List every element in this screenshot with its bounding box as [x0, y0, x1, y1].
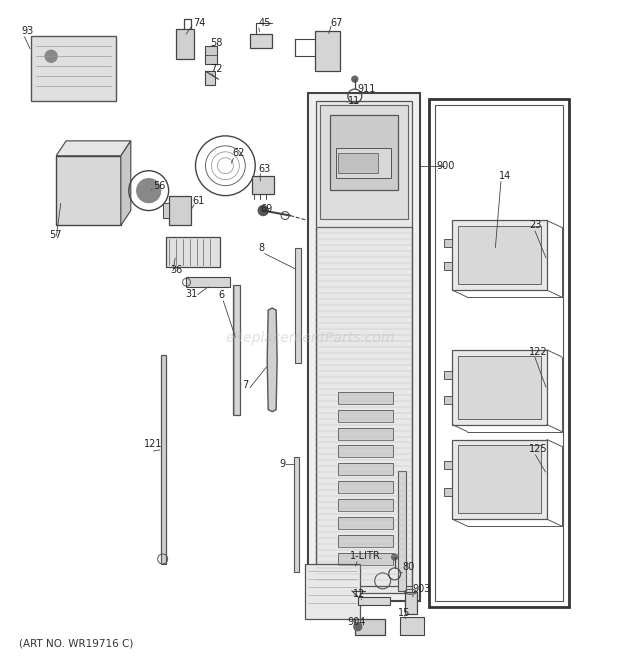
- Text: 122: 122: [529, 347, 547, 357]
- Bar: [250, 34, 272, 48]
- Bar: [336, 148, 391, 178]
- Text: 7: 7: [242, 380, 249, 390]
- Bar: [397, 471, 405, 591]
- Text: 6: 6: [218, 290, 224, 300]
- Polygon shape: [338, 410, 392, 422]
- Text: 904: 904: [348, 617, 366, 627]
- Circle shape: [259, 206, 268, 215]
- Polygon shape: [338, 535, 392, 547]
- Text: 903: 903: [412, 584, 431, 594]
- Bar: [445, 239, 453, 247]
- Bar: [320, 105, 407, 219]
- Bar: [338, 153, 378, 173]
- Text: 72: 72: [210, 64, 223, 74]
- Bar: [330, 115, 397, 190]
- Text: 62: 62: [232, 148, 245, 158]
- Polygon shape: [358, 597, 389, 605]
- Text: 23: 23: [529, 221, 541, 231]
- Bar: [453, 350, 547, 424]
- Circle shape: [45, 50, 57, 62]
- Polygon shape: [338, 463, 392, 475]
- Text: 14: 14: [499, 171, 511, 180]
- Polygon shape: [338, 553, 392, 565]
- Polygon shape: [121, 141, 131, 225]
- Polygon shape: [338, 428, 392, 440]
- Bar: [355, 619, 384, 635]
- Text: 9: 9: [279, 459, 285, 469]
- Circle shape: [352, 76, 358, 82]
- Bar: [435, 105, 563, 601]
- Text: 125: 125: [529, 444, 547, 455]
- Text: 93: 93: [21, 26, 33, 36]
- Circle shape: [392, 554, 397, 560]
- Circle shape: [354, 623, 361, 631]
- Bar: [169, 196, 190, 225]
- Text: 61: 61: [193, 196, 205, 206]
- Text: 911: 911: [358, 84, 376, 94]
- Text: 58: 58: [210, 38, 223, 48]
- Text: 1-LITR.: 1-LITR.: [350, 551, 383, 561]
- Text: 11: 11: [348, 96, 360, 106]
- Bar: [205, 71, 215, 85]
- Bar: [205, 46, 218, 64]
- Text: 15: 15: [397, 607, 410, 618]
- Bar: [185, 277, 231, 287]
- Bar: [56, 156, 121, 225]
- Bar: [294, 457, 299, 572]
- Bar: [175, 29, 193, 59]
- Bar: [405, 592, 417, 613]
- Bar: [31, 36, 116, 101]
- Bar: [445, 371, 453, 379]
- Text: 74: 74: [193, 19, 206, 28]
- Bar: [161, 355, 166, 564]
- Bar: [445, 461, 453, 469]
- Text: 8: 8: [259, 243, 264, 253]
- Bar: [458, 356, 541, 418]
- Text: 56: 56: [153, 180, 165, 190]
- Polygon shape: [338, 499, 392, 511]
- Text: (ART NO. WR19716 C): (ART NO. WR19716 C): [19, 639, 134, 648]
- Bar: [252, 176, 274, 194]
- Bar: [166, 237, 220, 267]
- Bar: [305, 564, 360, 619]
- Bar: [458, 227, 541, 284]
- Polygon shape: [338, 481, 392, 493]
- Bar: [458, 446, 541, 513]
- Text: 12: 12: [353, 589, 365, 599]
- Text: 80: 80: [402, 562, 415, 572]
- Bar: [233, 285, 241, 414]
- Bar: [316, 101, 412, 593]
- Text: 900: 900: [436, 161, 455, 171]
- Text: 121: 121: [144, 440, 162, 449]
- Bar: [445, 262, 453, 270]
- Bar: [445, 396, 453, 404]
- Text: 63: 63: [259, 164, 270, 174]
- Bar: [453, 440, 547, 519]
- Text: 45: 45: [259, 19, 270, 28]
- Polygon shape: [338, 517, 392, 529]
- Bar: [430, 99, 569, 607]
- Bar: [453, 221, 547, 290]
- Text: 67: 67: [330, 19, 342, 28]
- Polygon shape: [267, 308, 277, 412]
- Polygon shape: [338, 446, 392, 457]
- Bar: [316, 227, 412, 586]
- Bar: [445, 488, 453, 496]
- Bar: [315, 31, 340, 71]
- Bar: [162, 202, 169, 217]
- Circle shape: [137, 178, 161, 202]
- Text: 69: 69: [260, 204, 272, 214]
- Bar: [308, 93, 420, 601]
- Text: eReplacementParts.com: eReplacementParts.com: [225, 331, 395, 345]
- Polygon shape: [56, 141, 131, 156]
- Bar: [400, 617, 425, 635]
- Bar: [295, 249, 301, 363]
- Polygon shape: [338, 392, 392, 404]
- Text: 31: 31: [185, 289, 198, 299]
- Text: 36: 36: [170, 265, 183, 275]
- Text: 57: 57: [49, 231, 61, 241]
